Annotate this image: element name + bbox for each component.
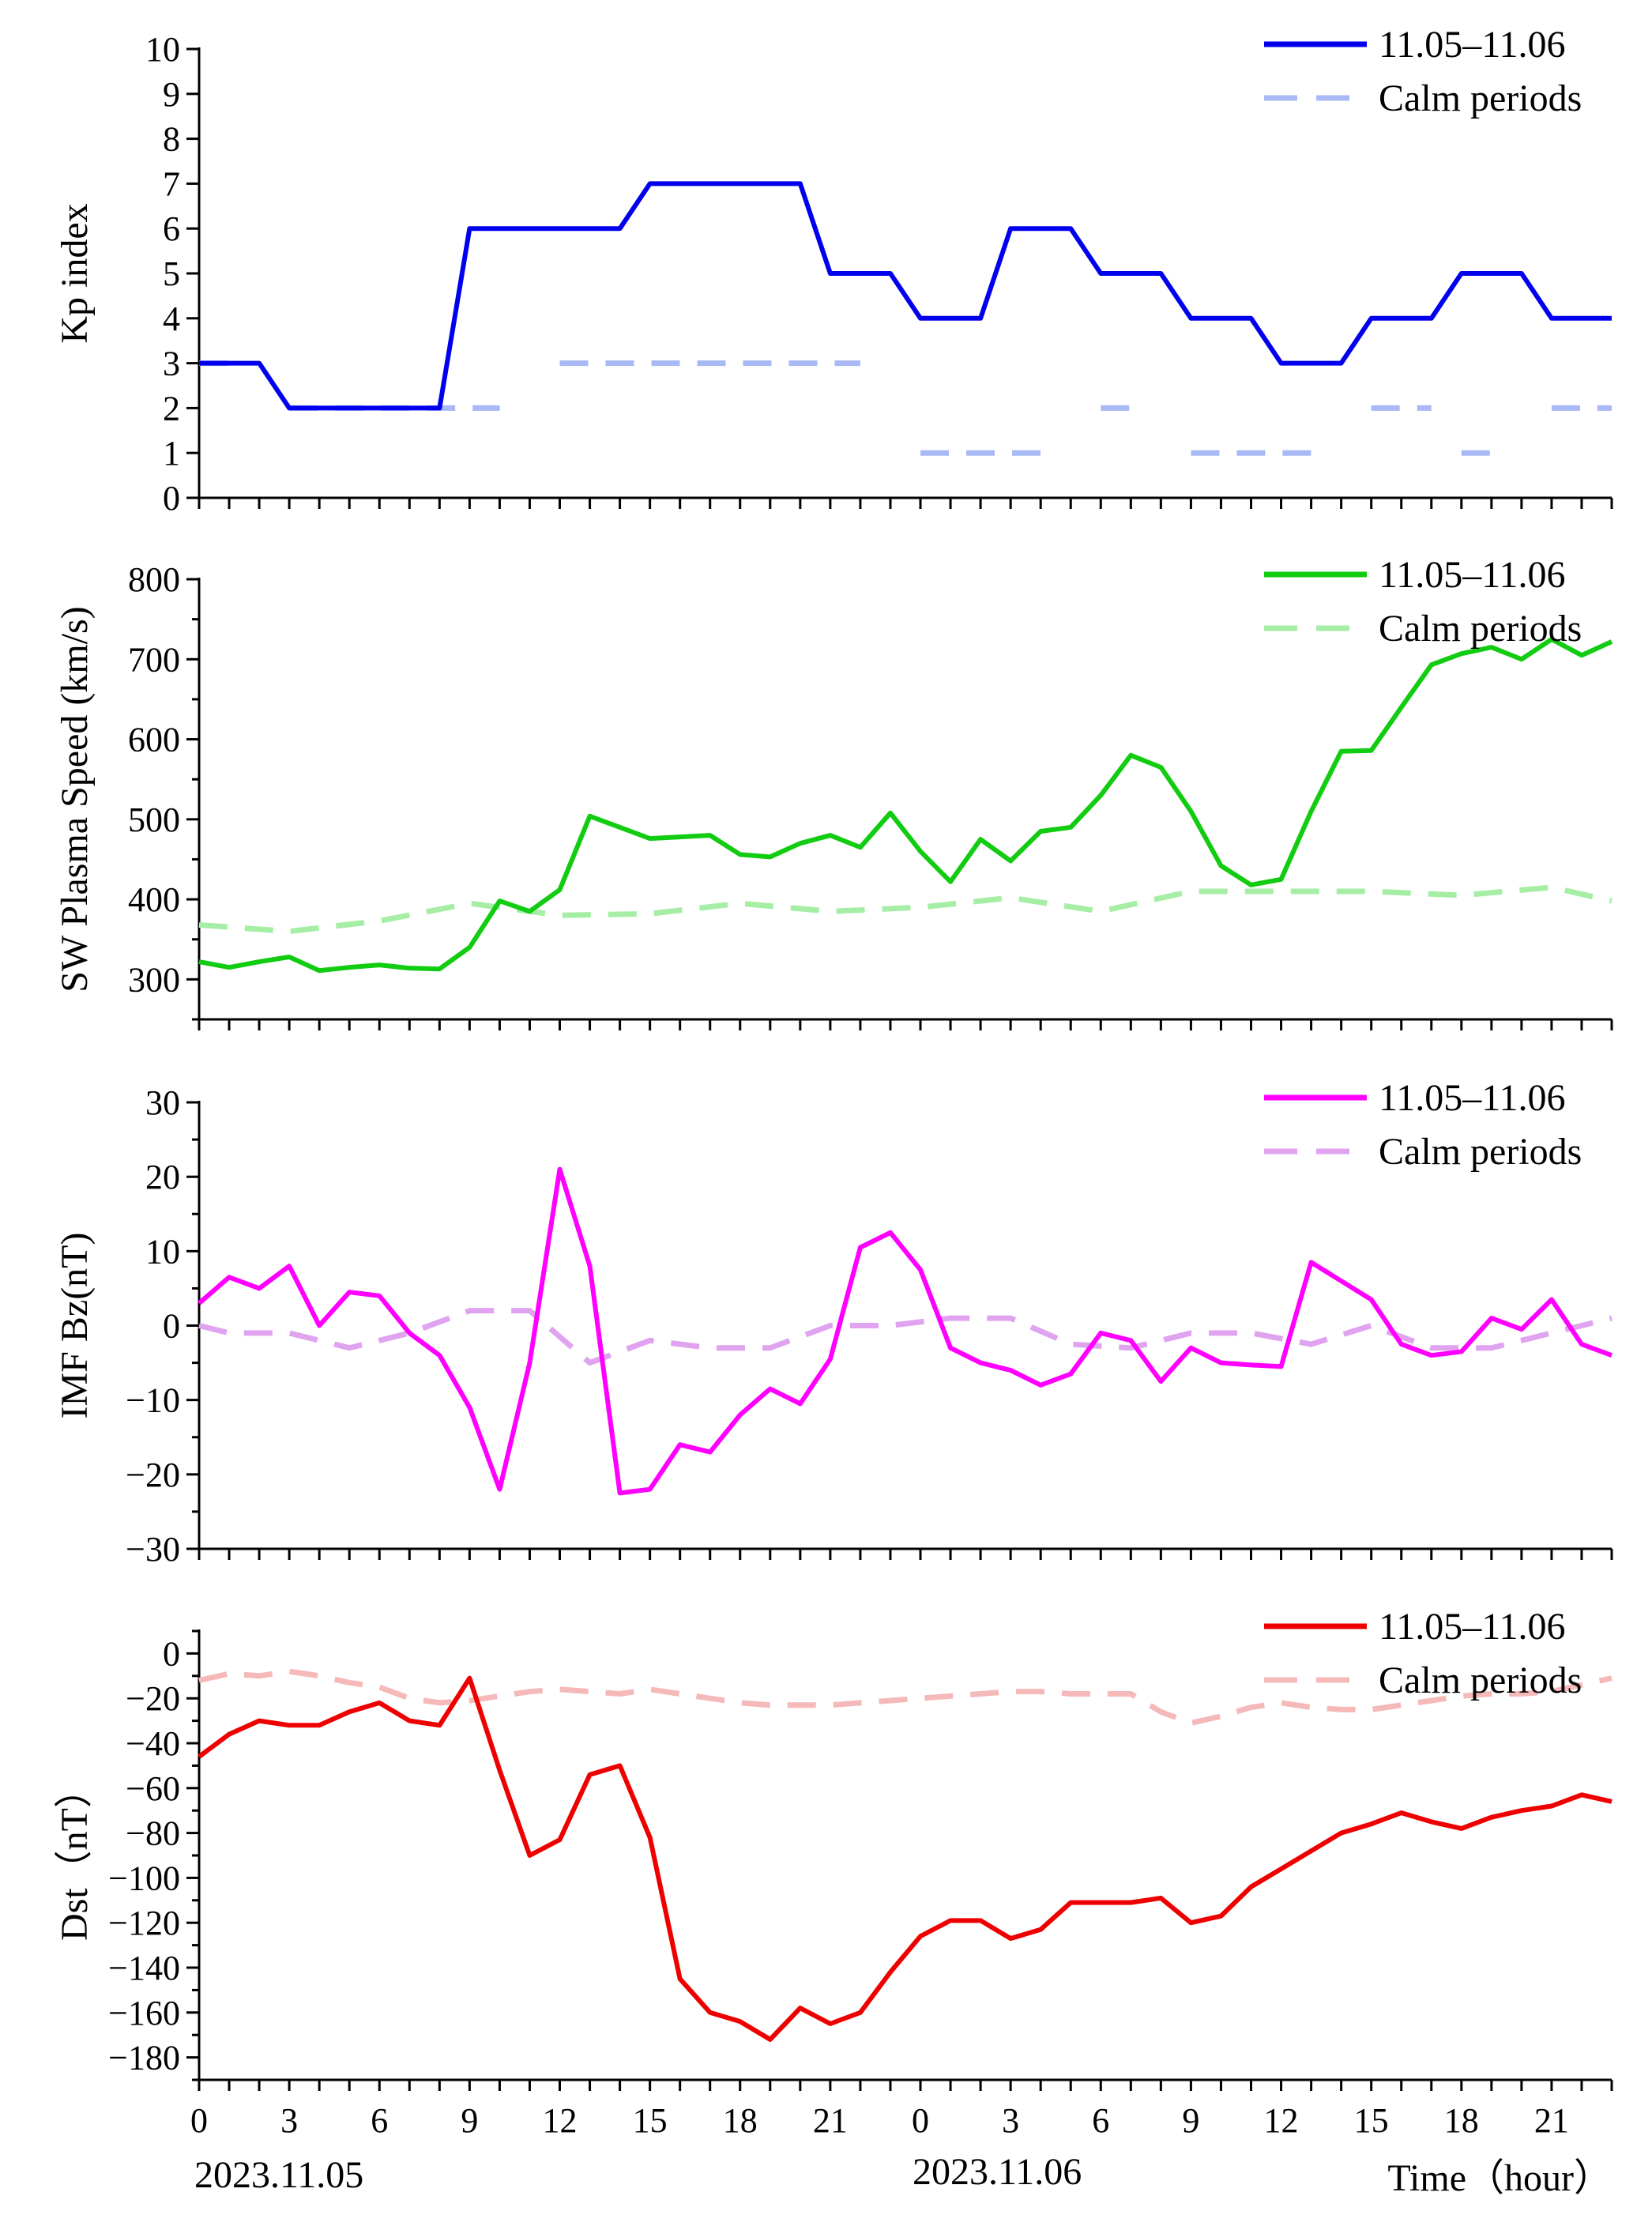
storm-series-line: [198, 636, 1613, 974]
y-axis-title: Dst（nT）: [54, 1770, 96, 1941]
y-tick-label: 6: [163, 209, 180, 248]
x-tick-label: 18: [1444, 2101, 1479, 2140]
y-tick-label: −10: [126, 1381, 180, 1420]
legend-label-calm: Calm periods: [1379, 77, 1582, 119]
y-tick-label: 10: [145, 1232, 180, 1271]
y-tick-label: 0: [163, 479, 180, 518]
y-tick-label: −120: [108, 1904, 180, 1942]
y-tick-label: 10: [145, 30, 180, 69]
legend-label-storm: 11.05–11.06: [1379, 24, 1565, 66]
y-tick-label: 2: [163, 389, 180, 428]
storm-series-line: [199, 181, 1612, 411]
y-tick-label: 20: [145, 1158, 180, 1196]
y-tick-label: 8: [163, 120, 180, 159]
x-tick-label: 3: [1002, 2101, 1019, 2140]
x-tick-label: 9: [1182, 2101, 1199, 2140]
date-label-end: 2023.11.06: [913, 2151, 1082, 2193]
y-tick-label: 300: [128, 960, 180, 999]
x-tick-label: 21: [1534, 2101, 1569, 2140]
y-tick-label: −40: [126, 1724, 180, 1763]
x-tick-label: 6: [371, 2101, 388, 2140]
chart-panel-2: 300 400 500 600 700 800 SW Plasma Speed (km/s)…: [54, 554, 1613, 1030]
y-tick-label: −80: [126, 1814, 180, 1853]
y-tick-label: −20: [126, 1456, 180, 1494]
y-tick-label: 1: [163, 434, 180, 473]
x-tick-label: 12: [1264, 2101, 1299, 2140]
y-tick-label: 5: [163, 254, 180, 293]
y-tick-label: 0: [163, 1634, 180, 1673]
y-axis-title: Kp index: [54, 203, 96, 343]
legend-label-storm: 11.05–11.06: [1379, 554, 1565, 596]
storm-series-line: [198, 1166, 1613, 1496]
date-label-start: 2023.11.05: [194, 2154, 363, 2196]
x-tick-label: 0: [912, 2101, 929, 2140]
y-tick-label: 4: [163, 299, 180, 338]
legend-label-storm: 11.05–11.06: [1379, 1606, 1565, 1648]
calm-periods-line: [198, 1668, 1612, 1726]
storm-series-line: [198, 1675, 1612, 2042]
y-tick-label: −180: [108, 2039, 180, 2077]
y-tick-label: −60: [126, 1769, 180, 1808]
y-tick-label: 500: [128, 800, 180, 839]
y-tick-label: −100: [108, 1859, 180, 1897]
y-tick-label: 400: [128, 880, 180, 919]
y-tick-label: 0: [163, 1307, 180, 1346]
x-tick-label: 21: [813, 2101, 848, 2140]
x-tick-label: 3: [280, 2101, 298, 2140]
legend-label-calm: Calm periods: [1379, 608, 1582, 650]
chart-panel-3: −30 −20 −10 0 10 20 30 IMF Bz(nT) 11.05–11.06 Cal…: [54, 1077, 1613, 1569]
x-axis-title: Time（hour）: [1387, 2157, 1612, 2199]
legend-label-storm: 11.05–11.06: [1379, 1077, 1565, 1119]
x-tick-label: 6: [1092, 2101, 1109, 2140]
calm-periods-line: [198, 884, 1612, 935]
y-tick-label: −20: [126, 1679, 180, 1718]
x-tick-label: 18: [723, 2101, 758, 2140]
y-axis-title: IMF Bz(nT): [54, 1233, 96, 1419]
x-tick-label: 15: [633, 2101, 668, 2140]
x-tick-label: 9: [461, 2101, 478, 2140]
legend-label-calm: Calm periods: [1379, 1659, 1582, 1701]
y-axis-title: SW Plasma Speed (km/s): [54, 606, 96, 992]
legend-label-calm: Calm periods: [1379, 1131, 1582, 1173]
chart-panel-1: 0 1 2 3 4 5 6 7 8 9 10 Kp index 11.05–11.06 Calm peri…: [54, 24, 1613, 518]
x-tick-label: 0: [190, 2101, 208, 2140]
chart-panel-4: 0 −20 −40 −60 −80 −100 −120 −140 −160 −180 Dst（nT）…: [54, 1606, 1613, 2199]
y-tick-label: 600: [128, 721, 180, 759]
y-tick-label: 700: [128, 640, 180, 679]
x-tick-label: 15: [1354, 2101, 1389, 2140]
x-tick-label: 12: [543, 2101, 578, 2140]
y-tick-label: 800: [128, 560, 180, 599]
y-tick-label: 30: [145, 1083, 180, 1122]
y-tick-label: −30: [126, 1530, 180, 1569]
y-tick-label: −160: [108, 1994, 180, 2032]
y-tick-label: 3: [163, 345, 180, 383]
y-tick-label: −140: [108, 1949, 180, 1987]
y-tick-label: 7: [163, 164, 180, 203]
y-tick-label: 9: [163, 75, 180, 114]
